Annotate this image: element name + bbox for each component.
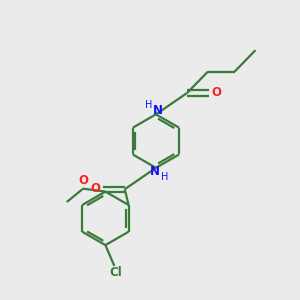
Text: O: O xyxy=(212,86,222,99)
Text: N: N xyxy=(149,165,160,178)
Text: O: O xyxy=(78,174,88,187)
Text: Cl: Cl xyxy=(110,266,122,279)
Text: H: H xyxy=(161,172,169,182)
Text: O: O xyxy=(90,182,100,195)
Text: N: N xyxy=(152,104,162,117)
Text: H: H xyxy=(145,100,152,110)
